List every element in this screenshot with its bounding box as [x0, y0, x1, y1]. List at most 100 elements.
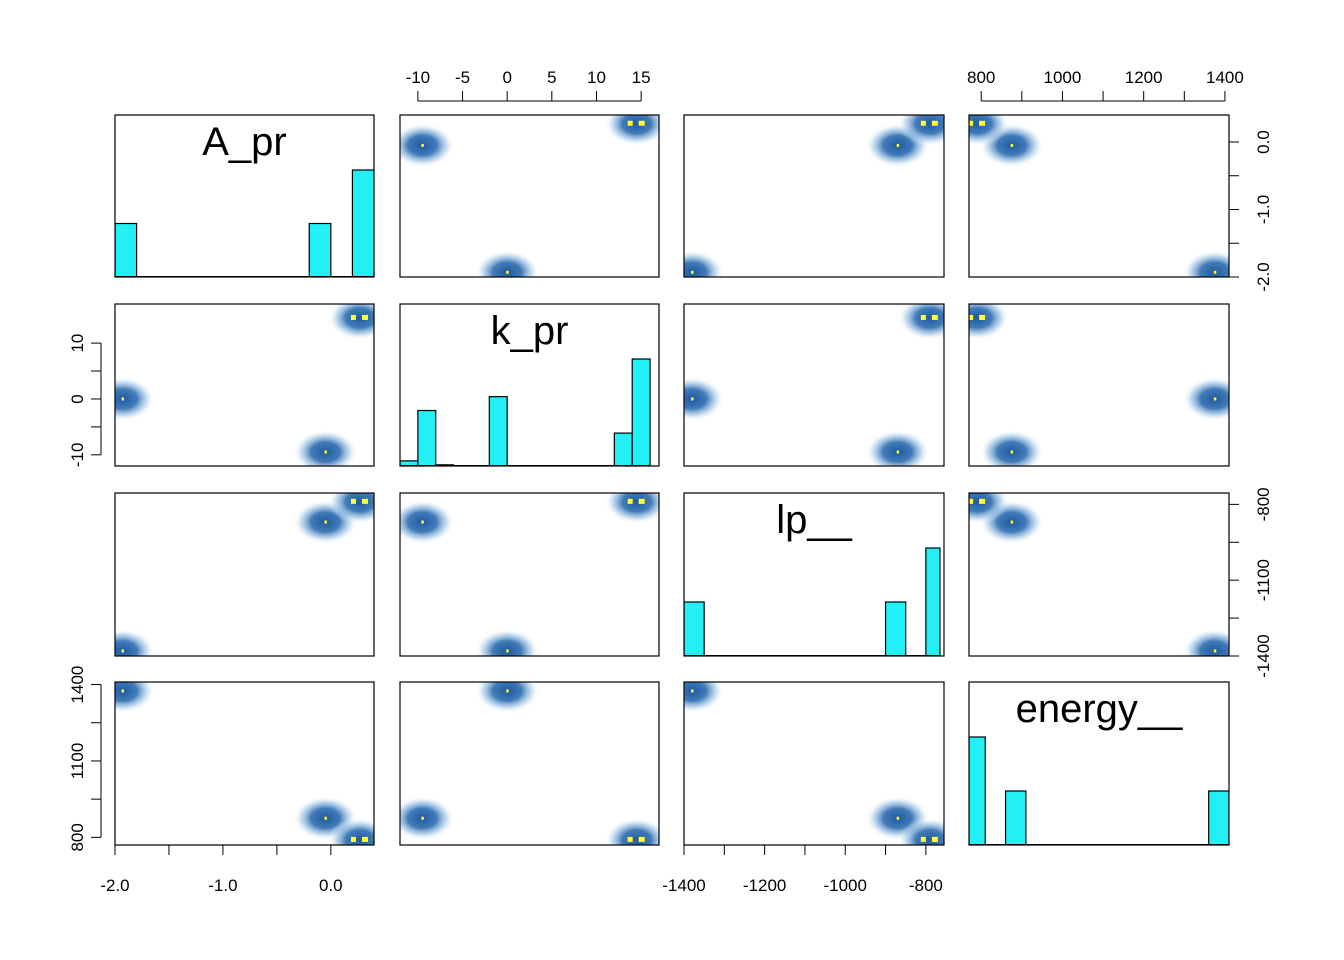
tick-label: -1.0 [1254, 195, 1273, 224]
panel-energy__-vs-energy__: energy__ [968, 681, 1230, 846]
histogram-bar [417, 409, 437, 466]
highlight-point [969, 314, 974, 320]
axis-left-energy__: 800 1100 1400 [68, 666, 102, 852]
density-blob [400, 796, 455, 841]
highlight-point [920, 836, 926, 842]
panel-frame [968, 681, 1230, 846]
panel-lp__-vs-k_pr [399, 492, 660, 657]
highlight-point [969, 498, 974, 504]
tick-label: -2.0 [100, 876, 129, 895]
density-blob [115, 682, 155, 713]
panel-energy__-vs-lp__ [683, 681, 945, 846]
tick-label: -800 [909, 876, 943, 895]
highlight-point [361, 836, 368, 842]
density-blob [327, 817, 374, 845]
axis-left-k_pr: -10 0 10 [68, 334, 102, 468]
highlight-point [361, 498, 368, 504]
tick-label: 0.0 [1254, 130, 1273, 154]
highlight-point [920, 314, 926, 320]
density-blob [604, 493, 659, 524]
tick-label: 10 [587, 68, 606, 87]
density-blob [327, 304, 374, 340]
histogram-bar [613, 432, 633, 466]
highlight-point [638, 120, 645, 126]
tick-label: -1400 [662, 876, 705, 895]
panel-frame [399, 681, 660, 846]
density-blob [475, 682, 540, 713]
histogram-bar [115, 222, 138, 277]
highlight-point [121, 397, 125, 401]
tick-label: 800 [967, 68, 995, 87]
histogram-bar [884, 601, 907, 656]
tick-label: -1100 [1254, 559, 1273, 601]
histogram-bar [308, 222, 332, 277]
highlight-point [931, 314, 938, 320]
histogram-bar [351, 169, 374, 277]
tick-label: 10 [68, 334, 87, 353]
highlight-point [931, 120, 938, 126]
panel-frame [683, 114, 945, 278]
variable-label: A_pr [202, 120, 287, 164]
density-blob [1182, 376, 1229, 421]
tick-label: 1000 [1044, 68, 1082, 87]
tick-label: -800 [1254, 487, 1273, 521]
density-blob [293, 430, 358, 466]
highlight-point [121, 689, 125, 693]
tick-label: -1000 [823, 876, 866, 895]
highlight-point [979, 314, 986, 320]
density-blob [475, 250, 540, 277]
highlight-point [1213, 270, 1217, 274]
highlight-point [350, 314, 356, 320]
highlight-point [506, 689, 509, 693]
panel-frame [114, 114, 375, 278]
density-blob [684, 250, 725, 277]
tick-label: 1200 [1125, 68, 1163, 87]
tick-label: 1400 [68, 666, 87, 704]
highlight-point [638, 836, 645, 842]
density-blob [684, 682, 725, 713]
highlight-point [506, 270, 509, 274]
axis-bottom-A_pr: -2.0 -1.0 0.0 [100, 844, 343, 895]
highlight-point [361, 314, 368, 320]
density-blob [969, 115, 1010, 146]
tick-label: 0 [502, 68, 511, 87]
panel-A_pr-vs-A_pr: A_pr [114, 114, 375, 278]
highlight-point [627, 836, 633, 842]
panel-frame [399, 492, 660, 657]
highlight-point [979, 120, 986, 126]
highlight-point [638, 498, 645, 504]
highlight-point [979, 498, 986, 504]
density-blob [969, 493, 1010, 524]
highlight-point [350, 836, 356, 842]
tick-label: 5 [547, 68, 556, 87]
panel-frame [683, 492, 945, 657]
histogram-bar [1004, 790, 1027, 845]
tick-label: -10 [406, 68, 431, 87]
highlight-point [1213, 649, 1217, 653]
tick-label: -2.0 [1254, 262, 1273, 291]
tick-label: -1200 [743, 876, 786, 895]
tick-label: 1100 [68, 743, 87, 780]
panel-energy__-vs-k_pr [399, 681, 660, 846]
panels-layer: A_pr k_pr lp__ energy__ [114, 114, 1230, 846]
highlight-point [1213, 397, 1217, 401]
highlight-point [421, 816, 424, 820]
highlight-point [627, 120, 633, 126]
highlight-point [324, 450, 327, 454]
highlight-point [691, 397, 694, 401]
panel-A_pr-vs-lp__ [683, 114, 945, 278]
highlight-point [350, 498, 356, 504]
tick-label: -5 [455, 68, 470, 87]
panel-frame [114, 303, 375, 467]
highlight-point [896, 450, 900, 454]
highlight-point [421, 520, 424, 524]
panel-frame [399, 303, 660, 467]
panel-lp__-vs-energy__ [968, 492, 1230, 657]
panel-k_pr-vs-A_pr [114, 303, 375, 467]
density-blob [897, 817, 944, 845]
histogram-bar [925, 547, 941, 656]
panel-k_pr-vs-lp__ [683, 303, 945, 467]
tick-label: -10 [68, 443, 87, 468]
density-blob [115, 376, 155, 421]
